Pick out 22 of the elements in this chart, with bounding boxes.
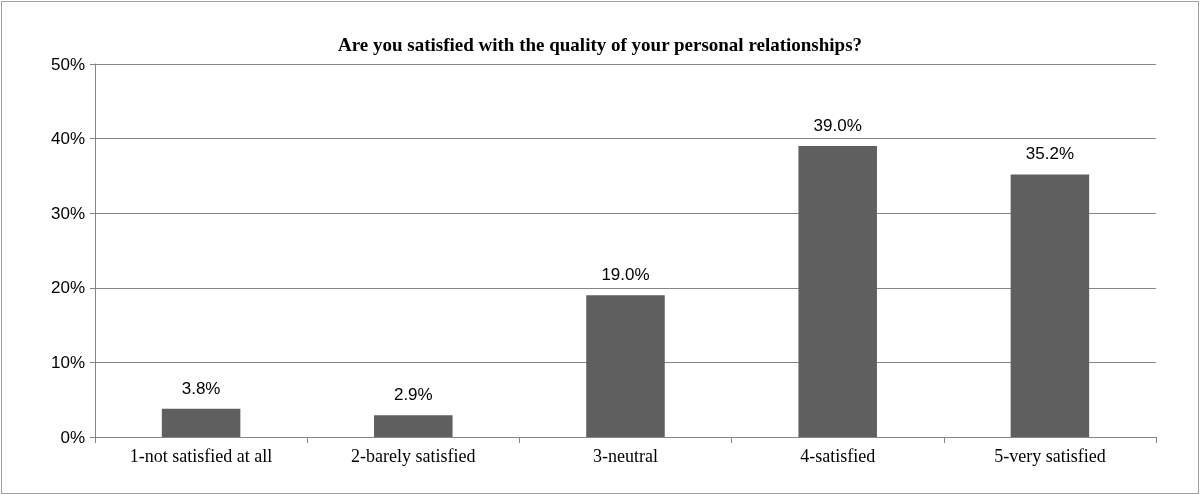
- x-tick-label: 5-very satisfied: [994, 446, 1106, 466]
- y-tick-label: 0%: [60, 427, 85, 447]
- x-tick-label: 4-satisfied: [800, 446, 876, 466]
- data-label: 35.2%: [1025, 144, 1074, 164]
- data-label: 2.9%: [393, 385, 433, 405]
- bar: [374, 415, 453, 437]
- bar: [161, 408, 241, 437]
- bar: [798, 146, 877, 437]
- y-tick-label: 40%: [50, 129, 85, 149]
- bar: [1010, 174, 1090, 437]
- x-tick-label: 1-not satisfied at all: [129, 446, 273, 466]
- y-tick-label: 20%: [50, 278, 85, 298]
- data-label: 39.0%: [813, 116, 862, 136]
- y-tick-label: 50%: [50, 54, 85, 74]
- y-tick-label: 30%: [50, 203, 85, 223]
- bar: [586, 295, 665, 437]
- y-tick-label: 10%: [50, 352, 85, 372]
- x-tick-label: 2-barely satisfied: [351, 446, 476, 466]
- chart-title: Are you satisfied with the quality of your personal relationships?: [337, 34, 863, 55]
- x-tick-label: 3-neutral: [593, 446, 658, 466]
- data-label: 3.8%: [181, 378, 221, 398]
- data-label: 19.0%: [601, 265, 650, 285]
